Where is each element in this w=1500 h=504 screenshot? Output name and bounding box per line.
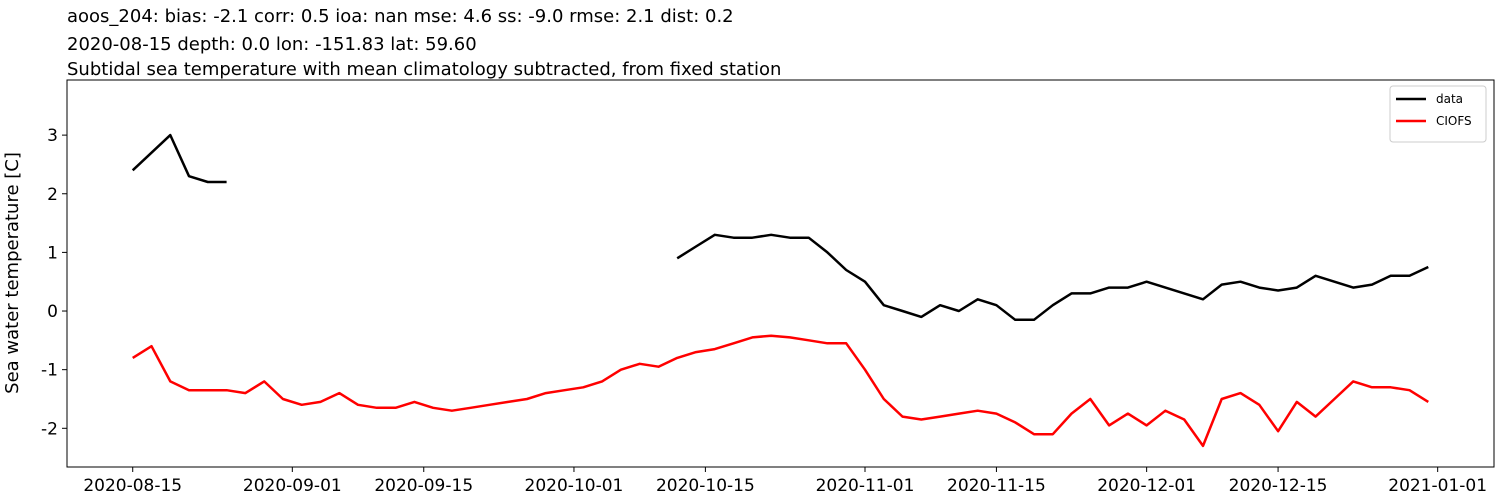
- series-line: [131, 133, 1429, 322]
- legend-label: data: [1436, 92, 1463, 106]
- plot-frame: [66, 79, 1495, 468]
- x-tick-label: 2020-10-15: [656, 476, 755, 496]
- y-tick-label: -1: [41, 361, 58, 381]
- x-tick-label: 2020-08-15: [83, 476, 182, 496]
- chart-subtitle: 2020-08-15 depth: 0.0 lon: -151.83 lat: …: [67, 34, 477, 55]
- series-line: [132, 334, 1429, 448]
- x-tick-label: 2020-09-15: [374, 476, 473, 496]
- legend-label: CIOFS: [1436, 114, 1472, 128]
- y-tick-label: 0: [47, 302, 58, 322]
- x-tick-label: 2020-10-01: [525, 476, 624, 496]
- x-tick-label: 2020-11-15: [947, 476, 1046, 496]
- y-tick-label: 3: [47, 126, 58, 146]
- y-tick-label: 2: [47, 185, 58, 205]
- x-tick-label: 2020-12-01: [1097, 476, 1196, 496]
- x-tick-label: 2021-01-01: [1388, 476, 1487, 496]
- x-tick-label: 2020-09-01: [243, 476, 342, 496]
- chart-subtitle: Subtidal sea temperature with mean clima…: [67, 59, 781, 80]
- chart-title: aoos_204: bias: -2.1 corr: 0.5 ioa: nan …: [67, 6, 734, 27]
- x-tick-label: 2020-11-01: [816, 476, 915, 496]
- y-tick-label: -2: [41, 419, 58, 439]
- y-tick-label: 1: [47, 243, 58, 263]
- x-tick-label: 2020-12-15: [1229, 476, 1328, 496]
- y-axis-label: Sea water temperature [C]: [2, 152, 23, 394]
